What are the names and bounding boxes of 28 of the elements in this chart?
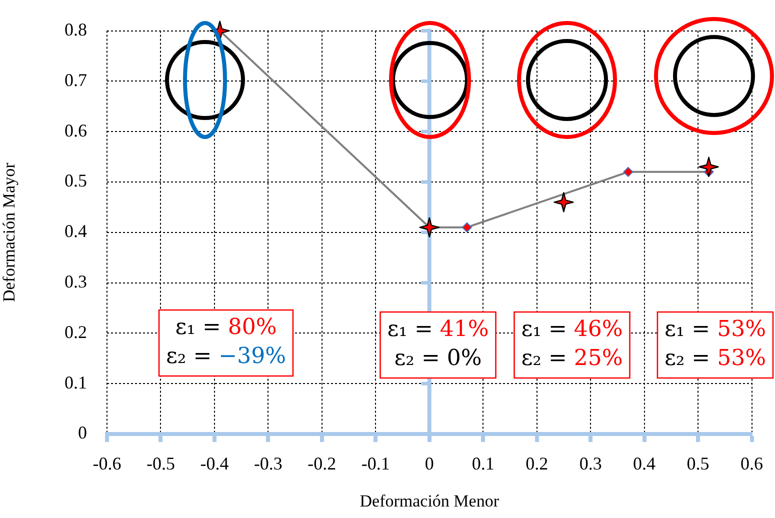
annotation: ε₁ = 46% ε₂ = 25%: [521, 317, 623, 372]
x-tick-label: 0: [424, 454, 434, 474]
y-tick-label: 0: [78, 422, 87, 443]
y-tick-label: 0.7: [64, 70, 87, 90]
x-tick-label: 0.2: [526, 454, 548, 474]
x-tick-label: -0.1: [361, 454, 390, 474]
x-tick-label: -0.4: [200, 454, 229, 474]
x-tick-label: -0.2: [308, 454, 336, 474]
y-tick-label: 0.1: [64, 372, 87, 392]
x-tick-label: 0.4: [633, 454, 656, 474]
x-axis-title: Deformación Menor: [360, 491, 500, 510]
y-tick-label: 0.8: [64, 20, 87, 40]
x-tick-label: 0.1: [472, 454, 494, 474]
x-tick-label: -0.6: [92, 454, 122, 474]
y-tick-label: 0.2: [64, 322, 87, 342]
y-tick-label: 0.6: [64, 120, 87, 140]
annotation: ε₁ = 41% ε₂ = 0%: [387, 317, 489, 372]
y-tick-label: 0.5: [64, 170, 87, 191]
annotation: ε₁ = 53% ε₂ = 53%: [664, 317, 766, 372]
annotation: ε₁ = 80% ε₂ = −39%: [166, 315, 286, 370]
x-tick-label: -0.5: [146, 454, 175, 474]
y-axis-title: Deformación Mayor: [0, 162, 19, 302]
x-tick-label: 0.6: [740, 454, 763, 474]
y-tick-label: 0.3: [64, 272, 87, 292]
x-tick-label: -0.3: [254, 454, 282, 474]
y-tick-label: 0.4: [64, 221, 87, 242]
x-tick-label: 0.3: [579, 454, 602, 474]
x-tick-label: 0.5: [686, 454, 710, 474]
